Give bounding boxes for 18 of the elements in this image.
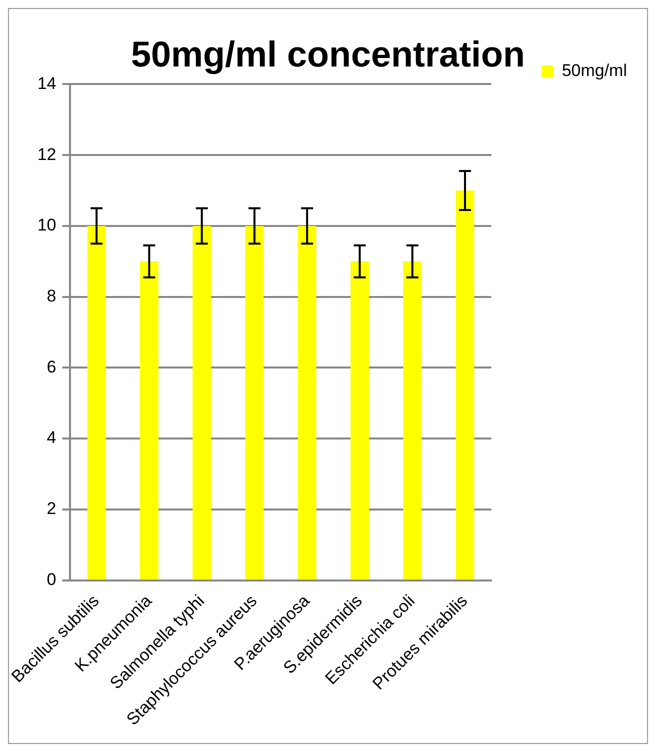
y-tick-label: 10 [37, 216, 56, 235]
chart-title: 50mg/ml concentration [130, 34, 526, 75]
y-tick-label: 0 [46, 570, 56, 589]
legend-label: 50mg/ml [562, 61, 627, 80]
bar [403, 261, 422, 580]
bar [245, 226, 264, 580]
y-tick-label: 2 [46, 499, 56, 518]
y-tick-label: 6 [46, 357, 56, 376]
bar [456, 190, 474, 580]
bar [87, 226, 106, 580]
bar [350, 261, 369, 580]
y-tick-label: 14 [37, 74, 56, 93]
y-tick-label: 4 [46, 428, 56, 448]
bar [192, 226, 212, 580]
y-tick-label: 12 [37, 144, 56, 164]
bar [298, 226, 316, 580]
y-tick-label: 8 [46, 286, 56, 306]
bar [140, 261, 158, 580]
